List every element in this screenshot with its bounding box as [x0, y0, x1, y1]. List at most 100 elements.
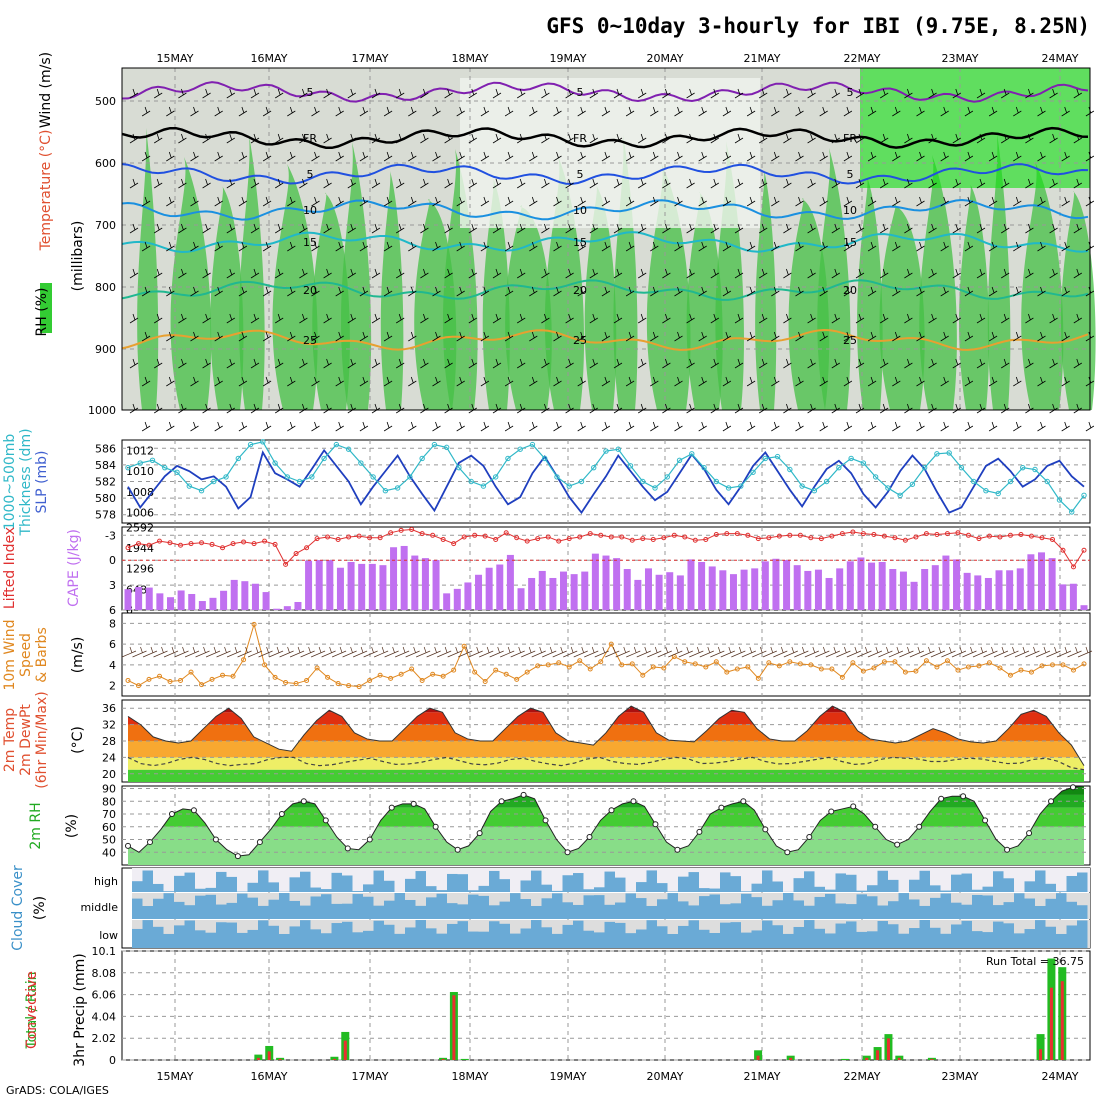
cape-bar	[1080, 605, 1088, 610]
thickness-point	[407, 474, 413, 480]
wind-barb	[674, 241, 683, 252]
cloud-bar	[331, 923, 342, 948]
wind-barb	[952, 358, 962, 369]
contour-label: 20	[843, 284, 857, 297]
cape-bar	[729, 574, 737, 610]
rh-point	[1070, 784, 1077, 791]
thickness-point	[578, 478, 585, 485]
wind-barb	[722, 106, 732, 117]
wind-barb	[129, 88, 139, 99]
cloud-bar	[1024, 929, 1035, 948]
cloud-bar	[625, 893, 636, 919]
wind-barb	[262, 421, 272, 432]
cloud-bar	[636, 898, 647, 919]
rh-point	[828, 808, 835, 815]
surface-wind-barb	[416, 646, 431, 658]
cape-bar	[846, 561, 854, 610]
lifted-point	[241, 539, 247, 545]
wind-barb	[529, 286, 538, 297]
surface-wind-barb	[289, 646, 305, 658]
wind-barb	[686, 358, 695, 369]
wind-speed-point	[598, 659, 604, 665]
wind-barb	[577, 106, 586, 117]
wind-barb	[383, 421, 393, 432]
wind-barb	[444, 223, 453, 234]
wind-barb	[867, 331, 877, 342]
cape-bar	[1027, 554, 1035, 610]
cloud-bar	[205, 894, 216, 919]
wind-barb	[843, 421, 853, 432]
rh-point	[740, 798, 747, 805]
cloud-bar	[751, 897, 762, 919]
cloud-bar	[478, 885, 489, 892]
cloud-bar	[615, 877, 626, 892]
thickness-point	[848, 455, 854, 462]
cloud-bar	[489, 905, 500, 919]
wind-barb	[976, 178, 986, 189]
wind-barb	[311, 241, 320, 252]
cloud-bar	[646, 905, 657, 919]
thickness-point	[860, 460, 867, 466]
cloud-bar	[856, 890, 867, 892]
wind-barb	[734, 358, 744, 369]
wind-barb	[541, 223, 550, 234]
cape-bar	[570, 574, 578, 610]
temp-axis-label: 2m DewPt	[18, 704, 34, 776]
wind-barb	[710, 88, 720, 99]
wind-barb	[686, 268, 695, 279]
cape-bar	[804, 570, 812, 610]
lifted-point	[829, 533, 835, 539]
wind-barb	[1073, 268, 1083, 279]
lifted-point	[965, 532, 971, 538]
cloud-bar	[562, 902, 573, 919]
rh-point	[960, 793, 967, 800]
cloud-bar	[447, 903, 458, 919]
wind-unit-label: (m/s)	[70, 637, 86, 674]
wind-barb	[819, 241, 828, 252]
thickness-point	[664, 474, 670, 480]
thickness-point	[370, 474, 376, 480]
cloud-bar	[342, 921, 353, 948]
wind-barb	[1013, 421, 1022, 432]
contour-label: FR	[303, 132, 317, 145]
cloud-bar	[216, 922, 227, 948]
wind-barb	[1049, 178, 1058, 189]
wind-barb	[1013, 151, 1022, 162]
lifted-point	[892, 535, 898, 541]
rh-point	[476, 830, 483, 837]
wind-barb	[940, 421, 949, 432]
wind-barb	[916, 331, 925, 342]
wind-barb	[323, 178, 332, 189]
wind-barb	[274, 358, 284, 369]
cloud-bar	[835, 873, 846, 892]
cape-bar	[326, 560, 334, 610]
wind-barb	[202, 178, 211, 189]
wind-barb	[541, 178, 550, 189]
wind-barb	[879, 223, 889, 234]
wind-barb	[335, 196, 344, 207]
surface-wind-barb	[972, 646, 988, 658]
wind-barb	[783, 88, 792, 99]
wind-barb	[904, 133, 913, 144]
cloud-bar	[772, 900, 783, 919]
precip-tick: 8.08	[92, 967, 117, 980]
wind-barb	[250, 133, 260, 144]
wind-barb	[613, 223, 623, 234]
wind-barb	[335, 106, 344, 117]
cloud-bar	[583, 889, 594, 892]
thickness-point	[431, 441, 438, 448]
wind-barb	[456, 286, 465, 297]
rh-point	[652, 821, 659, 828]
wind-barb	[710, 223, 720, 234]
wind-barb	[432, 196, 441, 207]
cloud-bar	[783, 893, 794, 919]
cloud-bar	[174, 875, 185, 892]
wind-barb	[601, 151, 611, 162]
surface-wind-barb	[846, 646, 862, 658]
thickness-point	[676, 457, 683, 463]
lifted-point	[146, 542, 152, 548]
wind-barb	[589, 358, 599, 369]
wind-barb	[214, 421, 223, 432]
wind-speed-point	[535, 663, 541, 669]
